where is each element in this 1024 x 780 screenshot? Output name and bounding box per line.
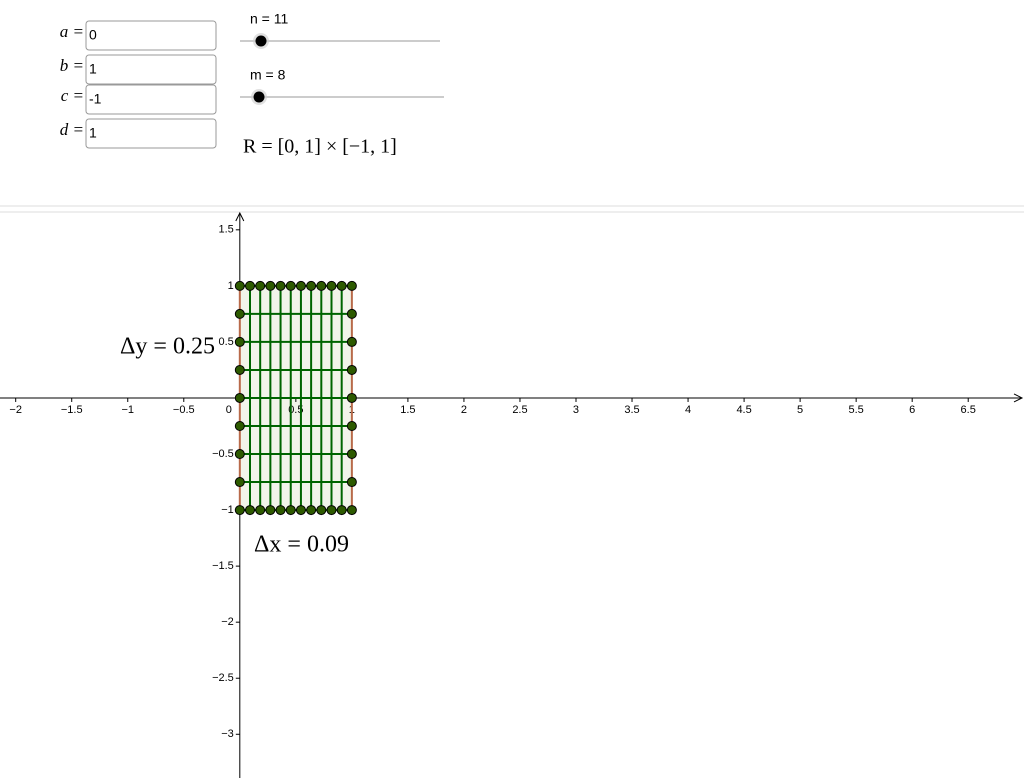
partition-point: [234, 449, 245, 460]
partition-point: [275, 505, 286, 516]
partition-point: [295, 280, 306, 291]
partition-point: [316, 280, 327, 291]
x-tick-label: 6: [909, 404, 915, 416]
x-tick-label: −0.5: [173, 404, 195, 416]
input-box[interactable]: [85, 118, 217, 149]
partition-point: [275, 280, 286, 291]
x-tick-label: 2.5: [512, 404, 527, 416]
y-tick-label: −1: [221, 504, 234, 516]
input-value: -1: [89, 91, 102, 107]
slider-handle[interactable]: [253, 91, 265, 103]
partition-point: [255, 280, 266, 291]
x-tick-label: −2: [9, 404, 22, 416]
input-value: 0: [89, 27, 97, 43]
y-tick-label: −1.5: [212, 560, 234, 572]
x-tick-label: 0: [226, 404, 232, 416]
y-axis-arrow: [235, 211, 245, 222]
slider-label: m = 8: [250, 67, 286, 83]
partition-point: [336, 280, 347, 291]
partition-point: [346, 392, 357, 403]
x-tick-label: −1.5: [61, 404, 83, 416]
partition-point: [306, 280, 317, 291]
x-tick-label: 2: [461, 404, 467, 416]
x-tick-label: 1.5: [400, 404, 415, 416]
input-value: 1: [89, 125, 97, 141]
partition-point: [346, 308, 357, 319]
partition-point: [244, 280, 255, 291]
partition-point: [234, 336, 245, 347]
partition-point: [295, 505, 306, 516]
annotation: Δx = 0.09: [254, 532, 349, 558]
partition-point: [234, 505, 245, 516]
y-tick-label: 0.5: [219, 336, 234, 348]
x-tick-label: 5: [797, 404, 803, 416]
input-box[interactable]: [85, 84, 217, 115]
partition-point: [346, 420, 357, 431]
region-label: R = [0, 1] × [−1, 1]: [243, 136, 397, 158]
x-tick-label: 4.5: [736, 404, 751, 416]
input-label: d =: [60, 120, 84, 139]
partition-point: [346, 364, 357, 375]
input-box[interactable]: [85, 20, 217, 51]
partition-point: [346, 505, 357, 516]
partition-point: [316, 505, 327, 516]
partition-point: [285, 505, 296, 516]
x-tick-label: 6.5: [961, 404, 976, 416]
partition-point: [346, 336, 357, 347]
y-tick-label: 1.5: [219, 224, 234, 236]
partition-point: [234, 308, 245, 319]
x-axis-arrow: [1013, 393, 1024, 403]
input-label: a =: [60, 22, 84, 41]
partition-point: [265, 505, 276, 516]
partition-point: [234, 392, 245, 403]
partition-point: [346, 449, 357, 460]
partition-point: [326, 505, 337, 516]
x-tick-label: 3.5: [624, 404, 639, 416]
y-tick-label: 1: [228, 280, 234, 292]
x-tick-label: 4: [685, 404, 691, 416]
partition-point: [306, 505, 317, 516]
slider-handle[interactable]: [255, 35, 267, 47]
partition-point: [234, 477, 245, 488]
partition-point: [326, 280, 337, 291]
y-tick-label: −2.5: [212, 672, 234, 684]
input-value: 1: [89, 61, 97, 77]
partition-point: [285, 280, 296, 291]
slider-label: n = 11: [250, 11, 288, 27]
partition-point: [346, 477, 357, 488]
x-tick-label: 3: [573, 404, 579, 416]
x-tick-label: 0.5: [288, 404, 303, 416]
partition-point: [234, 364, 245, 375]
x-tick-label: 5.5: [849, 404, 864, 416]
input-box[interactable]: [85, 54, 217, 85]
y-tick-label: −3: [221, 728, 234, 740]
input-label: c =: [61, 86, 84, 105]
partition-point: [255, 505, 266, 516]
partition-point: [265, 280, 276, 291]
y-tick-label: −0.5: [212, 448, 234, 460]
partition-point: [244, 505, 255, 516]
input-label: b =: [60, 56, 84, 75]
partition-point: [336, 505, 347, 516]
partition-point: [234, 420, 245, 431]
partition-point: [234, 280, 245, 291]
partition-point: [346, 280, 357, 291]
x-tick-label: −1: [121, 404, 134, 416]
y-tick-label: −2: [221, 616, 234, 628]
annotation: Δy = 0.25: [120, 334, 215, 360]
